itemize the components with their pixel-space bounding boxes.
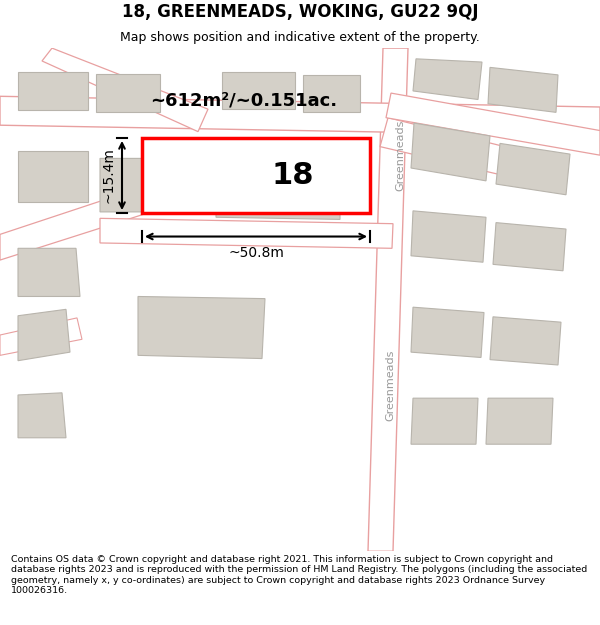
- Polygon shape: [486, 398, 553, 444]
- Text: Greenmeads: Greenmeads: [395, 119, 405, 191]
- Text: Map shows position and indicative extent of the property.: Map shows position and indicative extent…: [120, 31, 480, 44]
- Polygon shape: [493, 222, 566, 271]
- Bar: [142, 138, 370, 213]
- Text: Contains OS data © Crown copyright and database right 2021. This information is : Contains OS data © Crown copyright and d…: [11, 555, 587, 595]
- Polygon shape: [96, 74, 160, 112]
- Polygon shape: [411, 211, 486, 262]
- Polygon shape: [18, 72, 88, 110]
- Polygon shape: [368, 48, 408, 551]
- Polygon shape: [411, 398, 478, 444]
- Text: ~50.8m: ~50.8m: [228, 246, 284, 260]
- Polygon shape: [222, 72, 295, 109]
- Polygon shape: [42, 48, 208, 132]
- Polygon shape: [0, 174, 188, 260]
- Polygon shape: [18, 309, 70, 361]
- Polygon shape: [100, 158, 178, 212]
- Text: 18: 18: [271, 161, 314, 190]
- Polygon shape: [138, 296, 265, 359]
- Polygon shape: [18, 248, 80, 296]
- Polygon shape: [100, 218, 393, 248]
- Text: 18, GREENMEADS, WOKING, GU22 9QJ: 18, GREENMEADS, WOKING, GU22 9QJ: [122, 3, 478, 21]
- Polygon shape: [216, 173, 340, 219]
- Polygon shape: [303, 75, 360, 112]
- Polygon shape: [490, 317, 561, 365]
- Polygon shape: [18, 393, 66, 438]
- Polygon shape: [0, 318, 82, 356]
- Polygon shape: [380, 118, 552, 185]
- Polygon shape: [411, 123, 490, 181]
- Text: ~15.4m: ~15.4m: [101, 148, 115, 204]
- Text: ~612m²/~0.151ac.: ~612m²/~0.151ac.: [150, 92, 337, 109]
- Polygon shape: [488, 68, 558, 112]
- Polygon shape: [411, 307, 484, 358]
- Polygon shape: [413, 59, 482, 99]
- Text: Greenmeads: Greenmeads: [385, 349, 395, 421]
- Polygon shape: [386, 93, 600, 155]
- Polygon shape: [496, 143, 570, 195]
- Polygon shape: [0, 96, 600, 136]
- Polygon shape: [18, 151, 88, 202]
